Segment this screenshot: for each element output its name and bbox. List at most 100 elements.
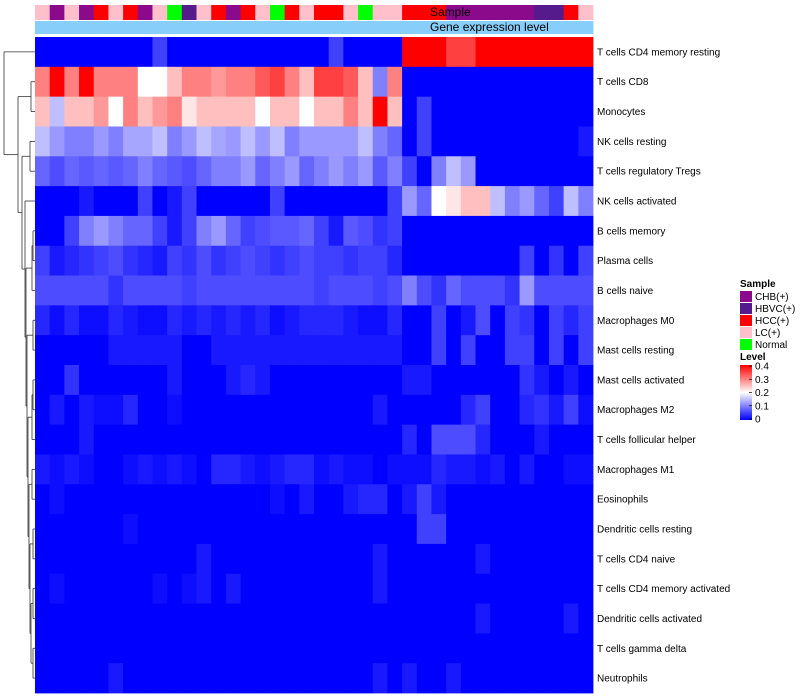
heatmap-cell <box>548 365 565 396</box>
heatmap-cell <box>64 424 80 455</box>
heatmap-cell <box>299 573 315 604</box>
heatmap-cell <box>372 663 388 694</box>
heatmap-cell <box>328 424 344 455</box>
heatmap-cell <box>504 245 520 276</box>
heatmap-cell <box>108 305 124 336</box>
heatmap-cell <box>548 335 565 366</box>
heatmap-cell <box>504 633 520 664</box>
heatmap-cell <box>490 186 506 217</box>
heatmap-cell <box>299 335 315 366</box>
level-legend-title: Level <box>740 352 766 363</box>
heatmap-cell <box>416 394 432 426</box>
heatmap-cell <box>123 394 139 426</box>
heatmap-cell <box>387 543 403 575</box>
heatmap-cell <box>64 454 80 485</box>
level-legend-tick-label: 0.2 <box>755 388 769 399</box>
heatmap-cell <box>563 663 579 694</box>
heatmap-cell <box>548 573 565 604</box>
heatmap-cell <box>211 543 227 575</box>
heatmap-cell <box>519 96 535 127</box>
heatmap-cell <box>431 66 447 98</box>
heatmap-cell <box>563 305 579 336</box>
heatmap-cell <box>123 96 139 127</box>
sample-annotation-cell <box>460 5 476 20</box>
heatmap-cell <box>123 275 139 306</box>
heatmap-cell <box>548 37 565 68</box>
heatmap-cell <box>402 484 418 515</box>
heatmap-cell <box>548 66 565 98</box>
heatmap-cell <box>181 365 197 396</box>
heatmap-cell <box>181 96 197 127</box>
heatmap-cell <box>504 365 520 396</box>
heatmap-cell <box>343 215 359 247</box>
heatmap-cell <box>35 663 51 694</box>
heatmap-cell <box>475 424 491 455</box>
heatmap-cell <box>240 514 256 545</box>
heatmap-cell <box>446 275 462 306</box>
heatmap-cell <box>211 573 227 604</box>
heatmap-cell <box>563 454 579 485</box>
heatmap-cell <box>225 66 241 98</box>
heatmap-cell <box>181 484 197 515</box>
heatmap-cell <box>358 156 374 187</box>
row-label: Dendritic cells resting <box>597 525 692 536</box>
row-label: T cells follicular helper <box>597 435 696 446</box>
heatmap-cell <box>299 394 315 426</box>
heatmap-cell <box>255 37 271 68</box>
heatmap-cell <box>49 335 65 366</box>
heatmap-cell <box>255 663 271 694</box>
heatmap-cell <box>137 573 153 604</box>
gene-expression-annotation-cell <box>211 21 227 34</box>
heatmap-cell <box>269 424 286 455</box>
heatmap-cell <box>284 245 300 276</box>
heatmap-cell <box>225 96 241 127</box>
heatmap-cell <box>475 126 491 157</box>
gene-expression-annotation-cell <box>314 21 330 34</box>
heatmap-cell <box>240 365 256 396</box>
row-label: T cells CD4 memory activated <box>597 584 730 595</box>
gene-expression-annotation-cell <box>167 21 183 34</box>
heatmap-cell <box>328 603 344 634</box>
heatmap-cell <box>284 215 300 247</box>
gene-expression-annotation-cell <box>328 21 344 34</box>
row-label: T cells CD8 <box>597 77 649 88</box>
heatmap-cell <box>475 663 491 694</box>
heatmap-cell <box>490 394 506 426</box>
heatmap-cell <box>490 96 506 127</box>
heatmap-cell <box>475 573 491 604</box>
heatmap-cell <box>519 305 535 336</box>
heatmap-cell <box>225 633 241 664</box>
heatmap-cell <box>578 484 594 515</box>
heatmap-cell <box>372 156 388 187</box>
heatmap-cell <box>255 66 271 98</box>
heatmap-cell <box>49 96 65 127</box>
heatmap-cell <box>64 215 80 247</box>
heatmap-cell <box>123 156 139 187</box>
gene-expression-annotation-cell <box>79 21 95 34</box>
heatmap-cell <box>181 543 197 575</box>
heatmap-cell <box>402 305 418 336</box>
heatmap-cell <box>460 96 476 127</box>
heatmap-cell <box>578 514 594 545</box>
heatmap-cell <box>211 603 227 634</box>
heatmap-cell <box>93 66 109 98</box>
heatmap-cell <box>416 126 432 157</box>
heatmap-cell <box>196 305 212 336</box>
heatmap-cell <box>211 663 227 694</box>
heatmap-cell <box>225 543 241 575</box>
heatmap-cell <box>299 245 315 276</box>
heatmap-cell <box>328 305 344 336</box>
heatmap-cell <box>314 633 330 664</box>
heatmap-cell <box>299 275 315 306</box>
gene-expression-annotation-cell <box>548 21 565 34</box>
heatmap-cell <box>475 37 491 68</box>
heatmap-cell <box>563 245 579 276</box>
heatmap-cell <box>402 215 418 247</box>
heatmap-cell <box>123 603 139 634</box>
sample-annotation-cell <box>255 5 271 20</box>
heatmap-cell <box>402 514 418 545</box>
heatmap-cell <box>64 96 80 127</box>
heatmap-cell <box>196 96 212 127</box>
heatmap-cell <box>328 156 344 187</box>
sample-annotation-cell <box>490 5 506 20</box>
